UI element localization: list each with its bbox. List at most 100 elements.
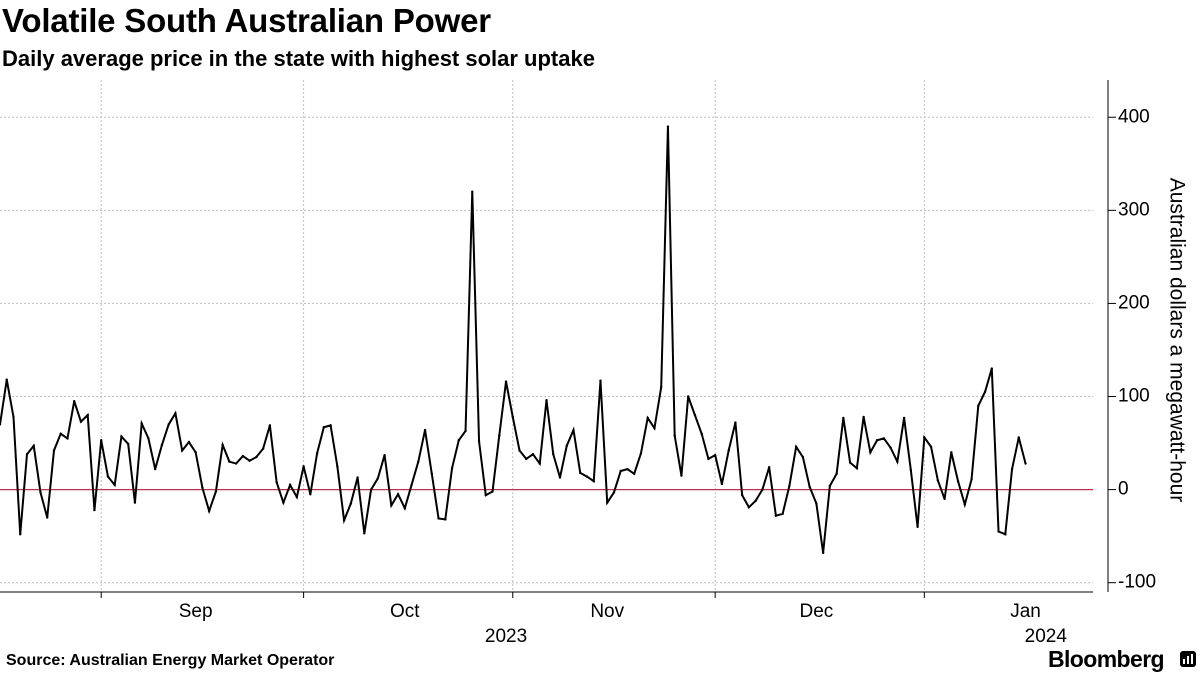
data-point xyxy=(113,483,116,487)
data-point xyxy=(288,483,292,487)
data-point xyxy=(531,453,535,456)
data-point xyxy=(363,532,366,535)
data-point xyxy=(599,379,602,382)
y-tick-label: 300 xyxy=(1118,199,1150,220)
data-point xyxy=(1010,467,1014,471)
data-point xyxy=(255,455,258,459)
data-point xyxy=(943,497,946,501)
x-tick-label: Oct xyxy=(390,601,420,622)
data-point xyxy=(79,420,83,423)
data-point xyxy=(612,491,616,494)
data-point xyxy=(963,503,967,506)
data-point xyxy=(504,380,508,383)
data-point xyxy=(0,423,2,426)
data-point xyxy=(1024,462,1027,465)
data-point xyxy=(349,502,353,505)
data-point xyxy=(147,437,150,440)
data-point xyxy=(713,453,717,457)
data-point xyxy=(59,432,62,435)
data-point xyxy=(444,518,447,521)
data-point xyxy=(66,437,69,440)
data-point xyxy=(437,517,440,520)
data-point xyxy=(977,404,980,408)
data-point xyxy=(309,493,312,496)
data-point xyxy=(187,440,191,444)
data-point xyxy=(1017,436,1020,439)
data-point xyxy=(133,501,137,504)
data-point xyxy=(86,413,89,417)
data-point xyxy=(653,426,656,430)
data-point xyxy=(619,469,622,473)
data-point xyxy=(869,451,872,454)
data-point xyxy=(221,443,224,447)
data-point xyxy=(174,412,177,415)
data-point xyxy=(100,439,103,442)
data-point xyxy=(821,551,825,555)
data-point xyxy=(686,395,690,398)
data-point xyxy=(282,501,285,504)
data-point xyxy=(552,453,555,456)
data-point xyxy=(1004,533,1007,536)
data-point xyxy=(120,435,123,438)
data-point xyxy=(498,434,501,437)
y-tick-label: 400 xyxy=(1118,106,1150,127)
data-point xyxy=(936,479,940,482)
data-point xyxy=(673,434,676,437)
data-point xyxy=(12,415,15,419)
data-point xyxy=(646,416,649,420)
data-point xyxy=(464,429,467,433)
data-point xyxy=(862,415,865,419)
data-point xyxy=(666,125,670,128)
year-label: 2024 xyxy=(1025,626,1068,647)
data-point xyxy=(740,493,744,497)
data-point xyxy=(430,472,434,475)
data-point xyxy=(754,499,757,502)
x-tick-label: Nov xyxy=(590,601,624,622)
data-point xyxy=(160,443,164,447)
data-point xyxy=(241,454,245,458)
data-point xyxy=(639,452,643,455)
y-axis: -100 0 100 200 300 400 xyxy=(1107,80,1156,593)
data-point xyxy=(842,416,845,420)
data-point xyxy=(592,480,595,483)
data-point xyxy=(801,455,805,459)
data-point xyxy=(201,486,204,489)
chart-title: Volatile South Australian Power xyxy=(2,2,491,39)
data-point xyxy=(376,477,380,480)
data-point xyxy=(302,465,305,468)
data-point xyxy=(261,447,265,450)
data-point xyxy=(417,460,420,463)
data-point xyxy=(329,424,332,427)
data-point xyxy=(356,476,359,479)
data-point xyxy=(32,444,35,448)
data-point xyxy=(491,490,494,493)
data-point xyxy=(545,399,548,402)
data-point xyxy=(781,512,784,516)
data-point xyxy=(484,493,487,497)
y-tick-label: 0 xyxy=(1118,479,1129,500)
data-point xyxy=(268,424,272,427)
data-point xyxy=(180,449,184,452)
y-tick-label: 100 xyxy=(1118,386,1150,407)
data-point xyxy=(5,378,8,381)
data-point xyxy=(383,453,386,457)
data-point xyxy=(228,460,231,463)
data-point xyxy=(342,519,346,522)
data-point xyxy=(774,514,778,517)
data-point xyxy=(126,442,130,446)
data-point xyxy=(875,439,879,442)
x-axis: Sep Oct Nov Dec Jan 2023 2024 xyxy=(0,591,1093,647)
data-point xyxy=(558,476,562,479)
data-point xyxy=(808,485,811,489)
data-point xyxy=(734,421,737,424)
data-point xyxy=(194,451,197,454)
data-point xyxy=(390,504,393,507)
data-point xyxy=(46,516,49,519)
chart-subtitle: Daily average price in the state with hi… xyxy=(2,46,595,71)
data-point xyxy=(606,501,609,504)
data-point xyxy=(106,475,110,478)
data-point xyxy=(511,415,514,419)
data-point xyxy=(720,482,724,486)
data-point xyxy=(950,451,953,454)
